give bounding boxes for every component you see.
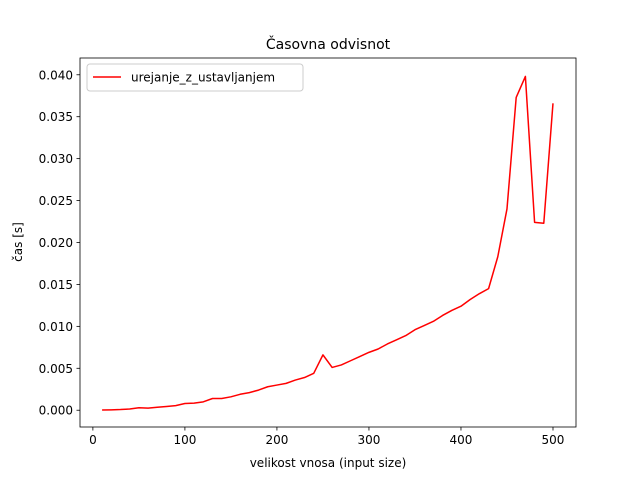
x-tick-label: 400 (450, 433, 473, 447)
legend-box (86, 63, 304, 92)
axes: 0 100 200 300 400 500 0.000 0.005 0.010 0.015 0.02… (39, 57, 577, 447)
x-axis-label: velikost vnosa (input size) (250, 456, 407, 470)
y-tick-label: 0.030 (39, 152, 73, 166)
legend-label: urejanje_z_ustavljanjem (131, 71, 275, 85)
series-line-0 (102, 75, 554, 411)
y-tick-label: 0.010 (39, 320, 73, 334)
y-tick-label: 0.005 (39, 362, 73, 376)
y-axis-label: čas [s] (11, 222, 25, 262)
y-tick-label: 0.025 (39, 194, 73, 208)
x-tick-label: 200 (265, 433, 288, 447)
plot-area (102, 75, 554, 411)
x-tick-label: 500 (542, 433, 565, 447)
x-tick-label: 100 (173, 433, 196, 447)
y-tick-label: 0.000 (39, 404, 73, 418)
x-tick-label: 300 (357, 433, 380, 447)
chart-title: Časovna odvisnot (266, 35, 391, 53)
y-tick-label: 0.040 (39, 68, 73, 82)
y-tick-label: 0.035 (39, 110, 73, 124)
x-tick-label: 0 (89, 433, 97, 447)
y-tick-label: 0.020 (39, 236, 73, 250)
legend: urejanje_z_ustavljanjem (86, 63, 304, 92)
y-tick-label: 0.015 (39, 278, 73, 292)
